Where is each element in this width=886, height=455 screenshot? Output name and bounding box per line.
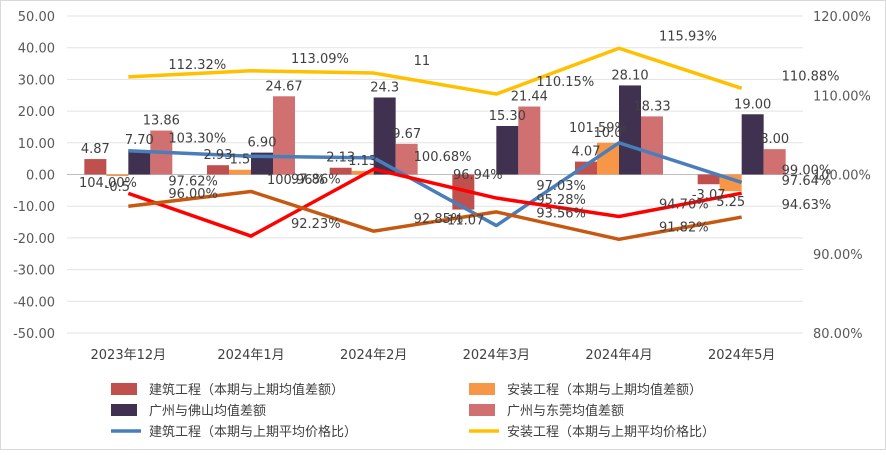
x-tick-label: 2024年4月 [585, 348, 652, 363]
legend-label: 广州与佛山均值差额 [149, 403, 266, 419]
x-tick-label: 2024年5月 [708, 348, 775, 363]
legend-label: 广州与东莞均值差额 [507, 403, 624, 419]
bar-data-label: 24.3 [370, 80, 399, 95]
bar-data-label: 1.13 [348, 154, 377, 169]
line-data-label: 113.09% [291, 52, 349, 67]
line-data-label: 103.30% [168, 132, 226, 147]
x-tick-label: 2024年1月 [217, 348, 284, 363]
y-tick-left: 40.00 [18, 42, 55, 57]
bar-data-label: 1.5 [230, 153, 251, 168]
bar-data-label: 6.90 [248, 136, 277, 151]
bar-data-label: 4.87 [81, 142, 110, 157]
line-data-label: 97.03% [536, 179, 586, 194]
legend-swatch [469, 383, 495, 395]
y-tick-left: 50.00 [18, 10, 55, 25]
legend-label: 建筑工程（本期与上期平均价格比） [149, 424, 357, 440]
line-data-label: 95.28% [536, 193, 586, 208]
bar-data-label: 9.67 [392, 127, 421, 142]
bar [84, 159, 106, 174]
legend-label: 建筑工程（本期与上期均值差额） [149, 382, 344, 398]
y-tick-left: 20.00 [18, 105, 55, 120]
y-tick-right: 80.00% [813, 327, 863, 342]
y-tick-right: 120.00% [813, 10, 871, 25]
y-tick-right: 90.00% [813, 248, 863, 263]
extra-data-label: 96.94% [453, 168, 503, 183]
line-data-label: 92.85% [414, 212, 464, 227]
line-data-label: 110.88% [782, 69, 840, 84]
line-data-label: 93.56% [536, 207, 586, 222]
bar-data-label: 4.07 [572, 145, 601, 160]
legend-label: 安装工程（本期与上期平均价格比） [507, 424, 715, 440]
y-tick-left: 30.00 [18, 73, 55, 88]
y-tick-left: -30.00 [13, 264, 55, 279]
legend-swatch [469, 404, 495, 416]
y-tick-right: 110.00% [813, 89, 871, 104]
x-tick-label: 2024年3月 [463, 348, 530, 363]
bar-data-label: 21.44 [511, 90, 548, 105]
line-data-label: 11 [414, 54, 431, 69]
extra-data-label: 104.00% [79, 176, 137, 191]
y-tick-left: 0.00 [26, 169, 55, 184]
bar [229, 170, 251, 175]
bar-data-label: 28.10 [611, 68, 648, 83]
bar-data-label: 15.30 [489, 109, 526, 124]
bar-data-label: 13.86 [143, 114, 180, 129]
line-data-label: 92.23% [291, 217, 341, 232]
y-tick-left: -20.00 [13, 232, 55, 247]
legend: 建筑工程（本期与上期均值差额） 安装工程（本期与上期均值差额） 广州与佛山均值差额 广… [111, 382, 715, 440]
bar [128, 150, 150, 174]
bar-data-label: 7.70 [125, 133, 154, 148]
y-tick-left: -50.00 [13, 327, 55, 342]
extra-data-label: 100.96% [267, 173, 325, 188]
bar-data-label: 19.00 [734, 97, 771, 112]
extra-data-label: 101.59% [569, 121, 627, 136]
line-data-label: 112.32% [168, 58, 226, 73]
bar-data-label: 18.33 [633, 99, 670, 114]
legend-swatch [111, 404, 137, 416]
y-tick-left: -10.00 [13, 200, 55, 215]
x-tick-label: 2023年12月 [91, 348, 167, 363]
line-data-label: 110.15% [536, 75, 594, 90]
bar-data-label: 2.93 [204, 148, 233, 163]
y-tick-left: 10.00 [18, 137, 55, 152]
legend-swatch [111, 383, 137, 395]
line-data-label: 97.64% [782, 174, 832, 189]
line-data-label: 94.63% [782, 198, 832, 213]
bar [207, 165, 229, 174]
x-tick-label: 2024年2月 [340, 348, 407, 363]
line-data-label: 100.68% [414, 150, 472, 165]
y-tick-left: -40.00 [13, 295, 55, 310]
line-data-label: 91.82% [659, 220, 709, 235]
bar-data-label: 5.25 [716, 195, 745, 210]
line-data-label: 115.93% [659, 29, 717, 44]
bar [641, 116, 663, 174]
bar-data-label: 24.67 [265, 79, 302, 94]
line-data-label: 94.70% [659, 198, 709, 213]
legend-label: 安装工程（本期与上期均值差额） [507, 382, 702, 398]
bar-data-label: 8.00 [760, 132, 789, 147]
line-data-label: 96.00% [168, 187, 218, 202]
